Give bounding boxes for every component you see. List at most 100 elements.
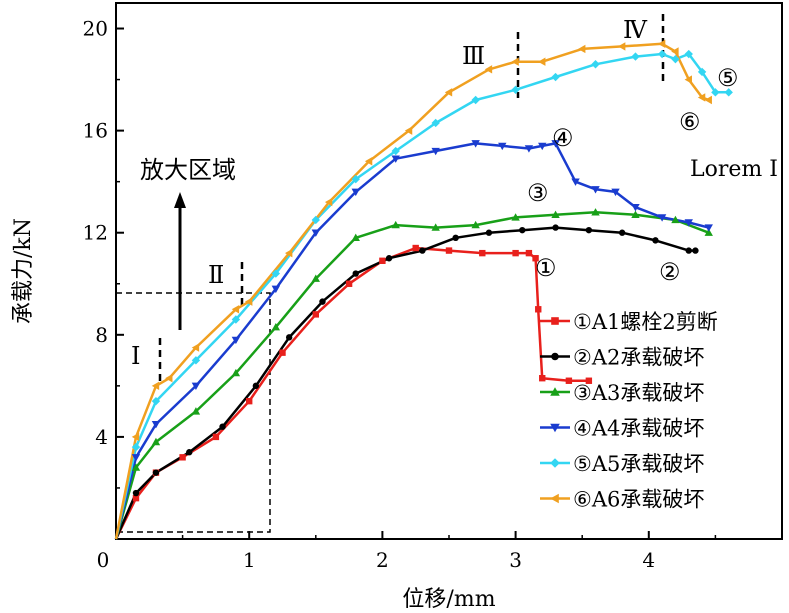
data-point-series-4: [524, 145, 534, 153]
data-point-series-4: [684, 219, 693, 227]
legend-marker-4: [550, 423, 560, 433]
data-point-series-4: [131, 454, 141, 462]
data-point-series-3: [311, 274, 320, 282]
y-axis-label: 承载力/kN: [11, 218, 36, 324]
data-point-series-4: [471, 140, 480, 148]
y-tick-label: 20: [83, 17, 108, 41]
legend-label-2: ②A2承载破坏: [573, 346, 704, 370]
stage-4-label: Ⅳ: [623, 16, 648, 44]
legend: ①A1螺栓2剪断 ②A2承载破坏 ③A3承载破坏 ④A4承载破坏 ⑤A5承载破坏 ⑥A6承…: [540, 310, 718, 512]
data-point-series-4: [498, 142, 507, 151]
data-point-series-4: [551, 140, 560, 148]
data-point-series-3: [511, 213, 520, 221]
stage-2-label: Ⅱ: [208, 261, 224, 289]
data-point-series-4: [391, 155, 400, 163]
y-tick-label: 4: [95, 425, 108, 449]
data-point-series-2: [485, 229, 493, 236]
data-point-series-3: [431, 223, 440, 231]
data-point-series-1: [479, 249, 486, 257]
data-point-series-3: [231, 368, 241, 377]
series-line-4: [114, 142, 710, 540]
data-point-series-6: [324, 197, 333, 207]
data-point-series-6: [404, 126, 413, 135]
y-tick-label: 12: [83, 221, 108, 245]
data-point-series-2: [685, 247, 692, 254]
data-point-series-6: [578, 44, 586, 54]
data-point-series-2: [319, 298, 326, 305]
x-tick-labels: 0 1 2 3 4: [97, 548, 656, 572]
data-point-series-5: [191, 356, 201, 365]
curve-label-4: ④: [552, 124, 574, 152]
data-point-series-5: [391, 146, 400, 156]
data-point-series-6: [511, 57, 519, 66]
axis-ticks: [116, 27, 717, 539]
data-point-series-4: [631, 203, 640, 212]
data-point-series-5: [431, 118, 440, 128]
data-point-series-5: [711, 88, 720, 97]
data-point-series-2: [585, 226, 593, 234]
y-tick-labels: 4 8 12 16 20: [83, 17, 108, 449]
data-point-series-6: [538, 57, 546, 66]
data-point-series-1: [212, 433, 220, 441]
data-point-series-3: [551, 210, 560, 219]
data-point-series-5: [131, 442, 141, 452]
data-point-series-2: [186, 449, 193, 456]
data-point-series-6: [165, 374, 173, 383]
y-tick-label: 8: [95, 323, 108, 347]
data-point-series-2: [419, 247, 426, 254]
data-point-series-1: [525, 249, 533, 257]
data-point-series-6: [704, 95, 712, 105]
legend-marker-2: [551, 352, 559, 361]
data-point-series-5: [351, 174, 360, 184]
data-point-series-4: [657, 214, 667, 222]
data-point-series-2: [618, 229, 626, 236]
data-point-series-4: [151, 420, 161, 429]
extra-label: Lorem I: [690, 157, 778, 182]
data-point-series-6: [364, 157, 373, 166]
data-point-series-6: [484, 65, 493, 74]
legend-label-5: ⑤A5承载破坏: [573, 452, 704, 476]
data-point-series-4: [611, 188, 620, 197]
data-point-series-5: [724, 88, 733, 97]
data-point-series-5: [697, 67, 707, 77]
data-point-series-6: [697, 93, 706, 102]
data-point-series-1: [535, 306, 542, 313]
data-point-series-4: [191, 382, 201, 391]
data-point-series-5: [231, 315, 241, 324]
data-point-series-1: [445, 247, 453, 254]
stage-3-label: Ⅲ: [462, 42, 485, 70]
data-point-series-3: [191, 407, 201, 415]
data-point-series-4: [704, 224, 713, 232]
data-point-series-3: [671, 215, 680, 224]
data-point-series-6: [151, 381, 160, 391]
data-point-series-1: [412, 244, 419, 252]
data-point-series-4: [571, 178, 580, 186]
data-point-series-2: [152, 469, 160, 476]
data-point-series-3: [351, 233, 360, 242]
data-point-series-3: [631, 210, 640, 219]
data-point-series-1: [532, 255, 539, 262]
x-tick-label: 0: [97, 548, 110, 572]
data-point-series-6: [191, 343, 200, 352]
data-point-series-1: [539, 375, 546, 382]
stage-1-label: Ⅰ: [131, 342, 140, 370]
data-point-series-1: [585, 377, 593, 384]
legend-marker-6: [550, 493, 559, 504]
zoom-region-box: [116, 292, 271, 533]
data-point-series-2: [285, 334, 293, 341]
zoom-region-label: 放大区域: [140, 156, 236, 184]
data-point-series-4: [538, 142, 547, 151]
data-point-series-4: [271, 285, 281, 294]
data-point-series-2: [252, 382, 260, 390]
legend-label-4: ④A4承载破坏: [573, 417, 704, 441]
curve-label-6: ⑥: [679, 108, 701, 136]
data-point-series-2: [519, 226, 526, 234]
data-point-series-1: [345, 280, 353, 287]
data-point-series-4: [591, 186, 600, 194]
legend-label-1: ①A1螺栓2剪断: [573, 310, 718, 334]
data-point-series-5: [471, 95, 480, 105]
data-point-series-6: [671, 47, 679, 56]
data-point-series-5: [631, 52, 640, 61]
data-point-series-6: [684, 75, 692, 84]
data-point-series-4: [431, 147, 440, 156]
